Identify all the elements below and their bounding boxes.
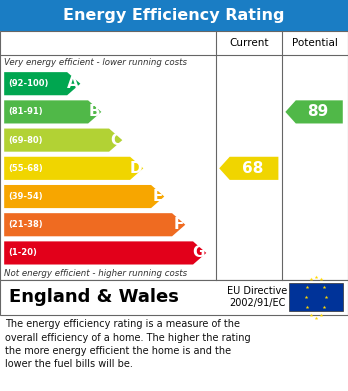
Text: B: B <box>88 104 100 119</box>
Text: Very energy efficient - lower running costs: Very energy efficient - lower running co… <box>4 57 187 67</box>
Text: (39-54): (39-54) <box>8 192 43 201</box>
Text: (81-91): (81-91) <box>8 108 43 117</box>
Text: G: G <box>192 246 205 260</box>
Text: F: F <box>174 217 184 232</box>
FancyBboxPatch shape <box>0 0 348 31</box>
FancyBboxPatch shape <box>289 283 343 311</box>
Polygon shape <box>4 185 164 208</box>
Text: 89: 89 <box>307 104 328 119</box>
Text: Energy Efficiency Rating: Energy Efficiency Rating <box>63 8 285 23</box>
Polygon shape <box>4 213 185 236</box>
Polygon shape <box>4 157 143 180</box>
Polygon shape <box>4 100 101 124</box>
Text: D: D <box>129 161 142 176</box>
Text: 68: 68 <box>242 161 263 176</box>
Polygon shape <box>4 72 80 95</box>
Text: (69-80): (69-80) <box>8 136 43 145</box>
Text: Current: Current <box>229 38 269 48</box>
Polygon shape <box>4 241 206 265</box>
FancyBboxPatch shape <box>0 280 348 315</box>
Text: E: E <box>152 189 163 204</box>
Text: (21-38): (21-38) <box>8 220 43 229</box>
Text: England & Wales: England & Wales <box>9 288 179 306</box>
Text: (55-68): (55-68) <box>8 164 43 173</box>
Text: (92-100): (92-100) <box>8 79 49 88</box>
Polygon shape <box>219 157 278 180</box>
Polygon shape <box>285 100 343 124</box>
Polygon shape <box>4 129 122 152</box>
Text: EU Directive
2002/91/EC: EU Directive 2002/91/EC <box>227 286 288 308</box>
FancyBboxPatch shape <box>0 31 348 280</box>
Text: Potential: Potential <box>292 38 338 48</box>
Text: A: A <box>67 76 79 91</box>
Text: Not energy efficient - higher running costs: Not energy efficient - higher running co… <box>4 269 187 278</box>
Text: (1-20): (1-20) <box>8 248 37 257</box>
Text: The energy efficiency rating is a measure of the
overall efficiency of a home. T: The energy efficiency rating is a measur… <box>5 319 251 369</box>
Text: C: C <box>110 133 121 148</box>
